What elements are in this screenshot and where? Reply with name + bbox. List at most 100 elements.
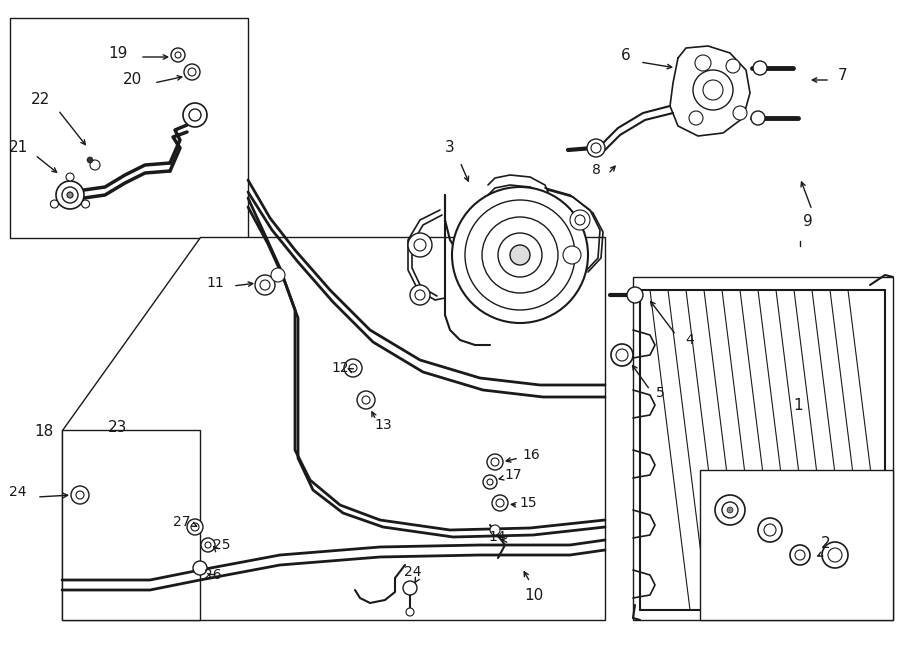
Text: 5: 5 xyxy=(655,386,664,400)
Circle shape xyxy=(795,550,805,560)
Text: 1: 1 xyxy=(793,399,803,414)
Text: 20: 20 xyxy=(122,73,141,87)
Circle shape xyxy=(76,491,84,499)
Circle shape xyxy=(790,545,810,565)
Circle shape xyxy=(452,187,588,323)
Text: 15: 15 xyxy=(519,496,536,510)
Circle shape xyxy=(487,479,493,485)
Circle shape xyxy=(491,458,499,466)
Circle shape xyxy=(184,64,200,80)
Circle shape xyxy=(362,396,370,404)
Circle shape xyxy=(490,525,500,535)
Circle shape xyxy=(722,502,738,518)
Circle shape xyxy=(201,538,215,552)
Text: 25: 25 xyxy=(213,538,230,552)
Circle shape xyxy=(255,275,275,295)
Circle shape xyxy=(828,548,842,562)
Circle shape xyxy=(575,215,585,225)
Text: 22: 22 xyxy=(31,93,50,108)
Circle shape xyxy=(414,239,426,251)
Bar xyxy=(62,430,200,620)
Circle shape xyxy=(498,233,542,277)
Circle shape xyxy=(67,192,73,198)
Circle shape xyxy=(563,246,581,264)
Text: 19: 19 xyxy=(108,46,128,61)
Text: 23: 23 xyxy=(108,420,128,436)
Circle shape xyxy=(183,103,207,127)
Circle shape xyxy=(496,499,504,507)
Circle shape xyxy=(570,210,590,230)
Circle shape xyxy=(689,111,703,125)
Text: 17: 17 xyxy=(504,468,522,482)
Circle shape xyxy=(510,245,530,265)
Circle shape xyxy=(87,157,93,163)
Text: 24: 24 xyxy=(9,485,27,499)
Text: 14: 14 xyxy=(488,530,506,544)
Text: 11: 11 xyxy=(206,276,224,290)
Text: 7: 7 xyxy=(838,67,848,83)
Circle shape xyxy=(193,561,207,575)
Circle shape xyxy=(695,55,711,71)
Polygon shape xyxy=(62,237,605,620)
Circle shape xyxy=(90,160,100,170)
Circle shape xyxy=(822,542,848,568)
Circle shape xyxy=(627,287,643,303)
Circle shape xyxy=(764,524,776,536)
Bar xyxy=(633,277,893,620)
Text: 21: 21 xyxy=(8,141,28,155)
Circle shape xyxy=(271,268,285,282)
Circle shape xyxy=(758,518,782,542)
Text: 27: 27 xyxy=(173,515,191,529)
Text: 26: 26 xyxy=(204,568,221,582)
Circle shape xyxy=(753,61,767,75)
Circle shape xyxy=(408,233,432,257)
Circle shape xyxy=(403,581,417,595)
Circle shape xyxy=(726,59,740,73)
Text: 9: 9 xyxy=(803,215,813,229)
Circle shape xyxy=(703,80,723,100)
Text: 8: 8 xyxy=(591,163,600,177)
Text: 6: 6 xyxy=(621,48,631,63)
Text: 16: 16 xyxy=(522,448,540,462)
Circle shape xyxy=(591,143,601,153)
Circle shape xyxy=(492,495,508,511)
Circle shape xyxy=(465,200,575,310)
Circle shape xyxy=(189,109,201,121)
Circle shape xyxy=(483,475,497,489)
Circle shape xyxy=(175,52,181,58)
Circle shape xyxy=(727,507,733,513)
Circle shape xyxy=(482,217,558,293)
Circle shape xyxy=(50,200,58,208)
Circle shape xyxy=(191,523,199,531)
Circle shape xyxy=(733,106,747,120)
Circle shape xyxy=(349,364,357,372)
Circle shape xyxy=(171,48,185,62)
Circle shape xyxy=(62,187,78,203)
Bar xyxy=(700,470,893,620)
Text: 4: 4 xyxy=(686,333,695,347)
Circle shape xyxy=(406,608,414,616)
Text: 2: 2 xyxy=(821,537,831,551)
Circle shape xyxy=(415,290,425,300)
Circle shape xyxy=(693,70,733,110)
Circle shape xyxy=(56,181,84,209)
Text: 3: 3 xyxy=(446,141,454,155)
Circle shape xyxy=(205,542,211,548)
Circle shape xyxy=(751,111,765,125)
Text: 24: 24 xyxy=(404,565,422,579)
Circle shape xyxy=(82,200,90,208)
Circle shape xyxy=(410,285,430,305)
Circle shape xyxy=(616,349,628,361)
Circle shape xyxy=(587,139,605,157)
Circle shape xyxy=(611,344,633,366)
Text: 13: 13 xyxy=(374,418,392,432)
Text: 18: 18 xyxy=(34,424,54,440)
Circle shape xyxy=(66,173,74,181)
Circle shape xyxy=(260,280,270,290)
Circle shape xyxy=(71,486,89,504)
Text: 10: 10 xyxy=(525,588,544,602)
Circle shape xyxy=(188,68,196,76)
Circle shape xyxy=(715,495,745,525)
Circle shape xyxy=(357,391,375,409)
Circle shape xyxy=(487,454,503,470)
